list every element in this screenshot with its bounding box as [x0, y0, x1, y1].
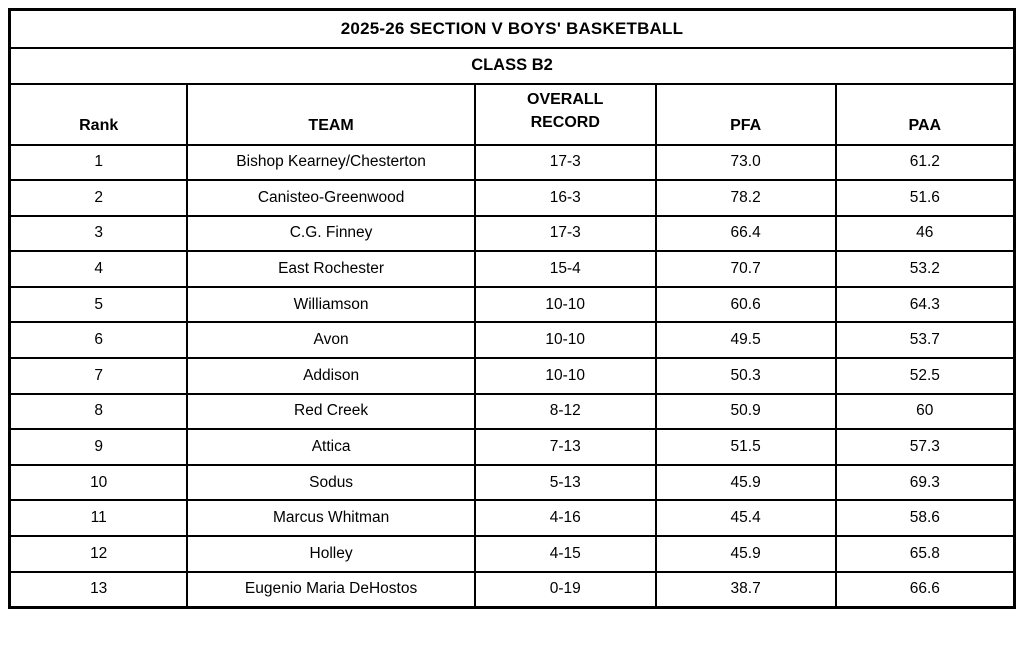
cell-rank: 7: [8, 357, 189, 395]
cell-record: 4-16: [473, 499, 657, 538]
cell-paa: 57.3: [834, 428, 1016, 466]
cell-pfa: 45.9: [654, 535, 837, 573]
column-header-record-label: OVERALL RECORD: [527, 91, 604, 132]
class-label: CLASS B2: [8, 46, 1016, 85]
table-row: 8 Red Creek 8-12 50.9 60: [8, 392, 1016, 431]
cell-paa: 52.5: [834, 357, 1016, 395]
cell-team: Holley: [186, 535, 476, 573]
cell-record: 15-4: [473, 250, 657, 288]
cell-pfa: 50.3: [654, 357, 837, 395]
cell-team: Avon: [186, 321, 476, 360]
cell-paa: 64.3: [834, 285, 1016, 324]
cell-rank: 8: [8, 392, 189, 431]
cell-paa: 46: [834, 214, 1016, 253]
cell-record: 10-10: [473, 321, 657, 360]
cell-paa: 53.2: [834, 250, 1016, 288]
cell-paa: 61.2: [834, 143, 1016, 182]
cell-pfa: 73.0: [654, 143, 837, 182]
cell-paa: 66.6: [834, 570, 1016, 609]
cell-pfa: 70.7: [654, 250, 837, 288]
table-title-row: 2025-26 SECTION V BOYS' BASKETBALL: [8, 8, 1016, 49]
cell-team: Sodus: [186, 463, 476, 502]
cell-paa: 65.8: [834, 535, 1016, 573]
cell-team: Red Creek: [186, 392, 476, 431]
cell-team: C.G. Finney: [186, 214, 476, 253]
cell-paa: 60: [834, 392, 1016, 431]
cell-team: Williamson: [186, 285, 476, 324]
cell-rank: 12: [8, 535, 189, 573]
cell-record: 4-15: [473, 535, 657, 573]
cell-record: 0-19: [473, 570, 657, 609]
cell-team: Canisteo-Greenwood: [186, 179, 476, 217]
table-row: 11 Marcus Whitman 4-16 45.4 58.6: [8, 499, 1016, 538]
cell-rank: 9: [8, 428, 189, 466]
cell-team: East Rochester: [186, 250, 476, 288]
cell-team: Attica: [186, 428, 476, 466]
cell-rank: 1: [8, 143, 189, 182]
column-header-row: Rank TEAM OVERALL RECORD PFA PAA: [8, 82, 1016, 146]
cell-record: 16-3: [473, 179, 657, 217]
cell-record: 10-10: [473, 357, 657, 395]
cell-team: Bishop Kearney/Chesterton: [186, 143, 476, 182]
cell-team: Addison: [186, 357, 476, 395]
cell-rank: 13: [8, 570, 189, 609]
table-row: 2 Canisteo-Greenwood 16-3 78.2 51.6: [8, 179, 1016, 217]
cell-pfa: 49.5: [654, 321, 837, 360]
cell-paa: 69.3: [834, 463, 1016, 502]
standings-body: 2025-26 SECTION V BOYS' BASKETBALL CLASS…: [8, 8, 1016, 609]
column-header-rank: Rank: [8, 82, 189, 146]
cell-pfa: 45.4: [654, 499, 837, 538]
cell-rank: 10: [8, 463, 189, 502]
column-header-paa: PAA: [834, 82, 1016, 146]
cell-record: 17-3: [473, 143, 657, 182]
cell-pfa: 60.6: [654, 285, 837, 324]
cell-rank: 3: [8, 214, 189, 253]
cell-record: 8-12: [473, 392, 657, 431]
cell-rank: 11: [8, 499, 189, 538]
table-subtitle-row: CLASS B2: [8, 46, 1016, 85]
table-row: 7 Addison 10-10 50.3 52.5: [8, 357, 1016, 395]
table-row: 4 East Rochester 15-4 70.7 53.2: [8, 250, 1016, 288]
cell-record: 5-13: [473, 463, 657, 502]
cell-team: Marcus Whitman: [186, 499, 476, 538]
cell-record: 10-10: [473, 285, 657, 324]
cell-pfa: 78.2: [654, 179, 837, 217]
cell-pfa: 50.9: [654, 392, 837, 431]
cell-rank: 2: [8, 179, 189, 217]
cell-team: Eugenio Maria DeHostos: [186, 570, 476, 609]
cell-pfa: 51.5: [654, 428, 837, 466]
cell-rank: 4: [8, 250, 189, 288]
cell-paa: 51.6: [834, 179, 1016, 217]
cell-pfa: 38.7: [654, 570, 837, 609]
cell-rank: 5: [8, 285, 189, 324]
table-row: 13 Eugenio Maria DeHostos 0-19 38.7 66.6: [8, 570, 1016, 609]
cell-pfa: 45.9: [654, 463, 837, 502]
cell-paa: 53.7: [834, 321, 1016, 360]
table-row: 6 Avon 10-10 49.5 53.7: [8, 321, 1016, 360]
cell-record: 7-13: [473, 428, 657, 466]
table-row: 1 Bishop Kearney/Chesterton 17-3 73.0 61…: [8, 143, 1016, 182]
column-header-team: TEAM: [186, 82, 476, 146]
table-row: 3 C.G. Finney 17-3 66.4 46: [8, 214, 1016, 253]
table-row: 5 Williamson 10-10 60.6 64.3: [8, 285, 1016, 324]
cell-rank: 6: [8, 321, 189, 360]
standings-table: 2025-26 SECTION V BOYS' BASKETBALL CLASS…: [8, 8, 1016, 609]
table-row: 10 Sodus 5-13 45.9 69.3: [8, 463, 1016, 502]
cell-pfa: 66.4: [654, 214, 837, 253]
table-row: 12 Holley 4-15 45.9 65.8: [8, 535, 1016, 573]
column-header-record: OVERALL RECORD: [473, 82, 657, 146]
column-header-pfa: PFA: [654, 82, 837, 146]
table-row: 9 Attica 7-13 51.5 57.3: [8, 428, 1016, 466]
page-title: 2025-26 SECTION V BOYS' BASKETBALL: [8, 8, 1016, 49]
cell-paa: 58.6: [834, 499, 1016, 538]
cell-record: 17-3: [473, 214, 657, 253]
